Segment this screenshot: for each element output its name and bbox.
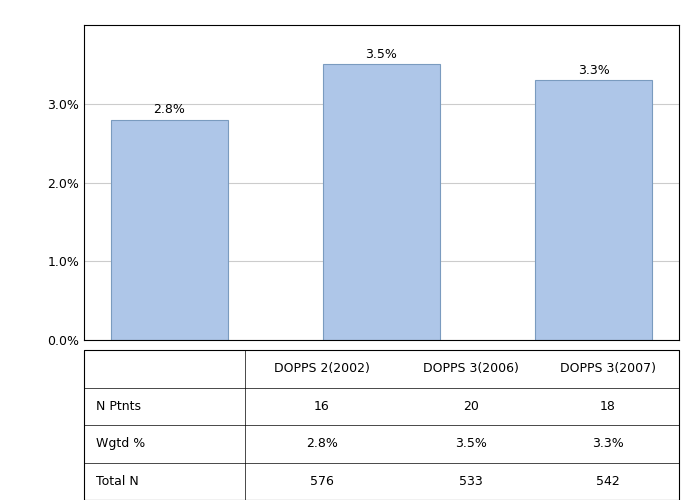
Text: 2.8%: 2.8% <box>153 104 186 117</box>
Text: 576: 576 <box>310 475 334 488</box>
Text: 542: 542 <box>596 475 620 488</box>
Text: Wgtd %: Wgtd % <box>96 437 145 450</box>
Text: 3.5%: 3.5% <box>365 48 398 61</box>
Text: Total N: Total N <box>96 475 139 488</box>
Text: 3.5%: 3.5% <box>455 437 486 450</box>
Bar <box>111 120 228 340</box>
Text: N Ptnts: N Ptnts <box>96 400 141 413</box>
Text: 2.8%: 2.8% <box>306 437 338 450</box>
Bar <box>536 80 652 340</box>
Bar <box>323 64 440 340</box>
Text: DOPPS 3(2006): DOPPS 3(2006) <box>423 362 519 375</box>
Text: 3.3%: 3.3% <box>578 64 610 77</box>
Text: 18: 18 <box>600 400 615 413</box>
Text: DOPPS 2(2002): DOPPS 2(2002) <box>274 362 370 375</box>
Text: 20: 20 <box>463 400 479 413</box>
Text: DOPPS 3(2007): DOPPS 3(2007) <box>559 362 656 375</box>
Text: 16: 16 <box>314 400 330 413</box>
Text: 3.3%: 3.3% <box>592 437 624 450</box>
Text: 533: 533 <box>459 475 482 488</box>
